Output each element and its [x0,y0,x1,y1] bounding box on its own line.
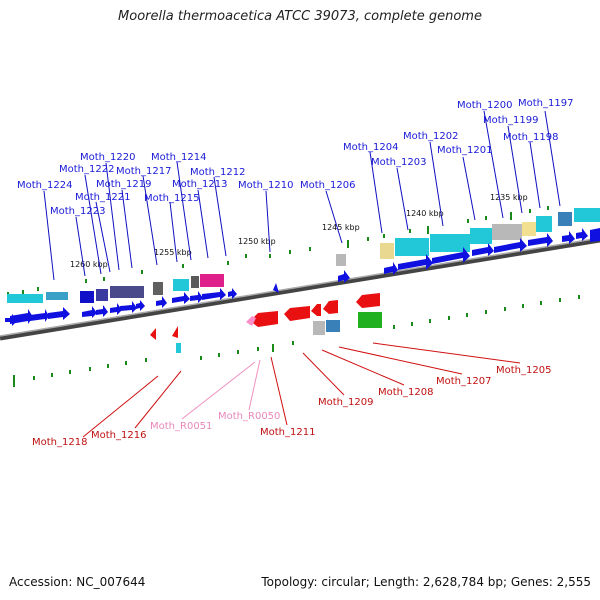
genome-backbone [0,237,600,341]
accession-text: Accession: NC_007644 [9,575,146,589]
tick-row-lower [13,295,580,387]
tick-label: 1235 kbp [490,193,528,202]
gene-label: Moth_1213 [172,179,227,190]
tick-label: 1260 kbp [70,260,108,269]
reverse-genes [150,293,380,340]
upper-feature-boxes [7,208,600,303]
gene-label: Moth_1218 [32,437,87,448]
gene-label: Moth_1221 [75,192,130,203]
gene-label: Moth_1217 [116,166,171,177]
gene-label: Moth_1220 [80,152,135,163]
map-title: Moorella thermoacetica ATCC 39073, compl… [118,9,482,24]
lower-feature-boxes [176,312,382,353]
forward-genes [5,228,600,326]
lower-leader-lines [82,342,521,438]
gene-label: Moth_1216 [91,430,146,441]
tick-label: 1250 kbp [238,237,276,246]
gene-label: Moth_1210 [238,180,293,191]
gene-label: Moth_1219 [96,179,151,190]
gene-label: Moth_1215 [144,193,199,204]
gene-label: Moth_1202 [403,131,458,142]
topology-text: Topology: circular; Length: 2,628,784 bp… [261,575,591,589]
gene-label: Moth_1223 [50,206,105,217]
gene-label: Moth_1198 [503,132,558,143]
gene-label: Moth_1209 [318,397,373,408]
gene-label: Moth_1205 [496,365,551,376]
gene-label: Moth_1197 [518,98,573,109]
gene-label: Moth_1222 [59,164,114,175]
gene-label: Moth_1214 [151,152,206,163]
gene-label: Moth_1199 [483,115,538,126]
gene-label: Moth_1207 [436,376,491,387]
upper-leader-lines [43,110,561,281]
kbp-scale: 1260 kbp 1255 kbp 1250 kbp 1245 kbp 1240… [70,193,528,269]
gene-label: Moth_1224 [17,180,72,191]
tick-row-upper [7,206,549,298]
lower-gene-labels: Moth_1218 Moth_1216 Moth_R0051 Moth_R005… [32,365,551,448]
gene-label: Moth_1211 [260,427,315,438]
gene-label: Moth_1200 [457,100,512,111]
gene-label: Moth_R0051 [150,421,212,432]
gene-label: Moth_1203 [371,157,426,168]
gene-label: Moth_1204 [343,142,398,153]
upper-gene-labels: Moth_1224 Moth_1223 Moth_1222 Moth_1221 … [17,98,573,217]
gene-label: Moth_1208 [378,387,433,398]
gene-label: Moth_R0050 [218,411,280,422]
tick-label: 1240 kbp [406,209,444,218]
gene-label: Moth_1206 [300,180,355,191]
gene-label: Moth_1201 [437,145,492,156]
tick-label: 1245 kbp [322,223,360,232]
gene-label: Moth_1212 [190,167,245,178]
tick-label: 1255 kbp [154,248,192,257]
